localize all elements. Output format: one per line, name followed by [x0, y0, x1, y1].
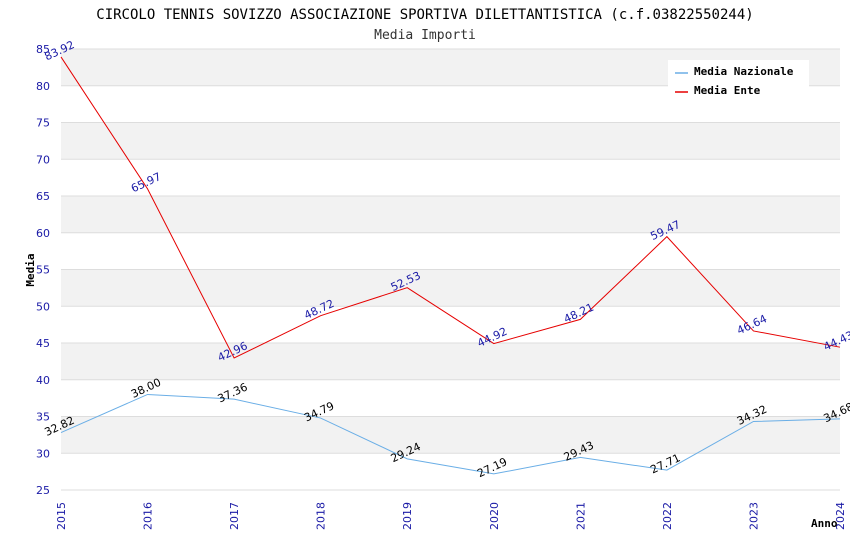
chart-subtitle: Media Importi	[374, 28, 476, 43]
x-tick-label: 2024	[834, 502, 847, 530]
x-tick-label: 2023	[747, 502, 760, 530]
y-tick-label: 50	[36, 300, 50, 313]
grid-band	[61, 306, 840, 343]
grid-lines	[61, 48, 840, 491]
y-tick-label: 70	[36, 153, 50, 166]
grid-band	[61, 159, 840, 196]
legend: Media Nazionale Media Ente	[668, 60, 809, 102]
x-tick-label: 2017	[228, 502, 241, 530]
y-tick-label: 30	[36, 447, 50, 460]
grid-band	[61, 379, 840, 417]
x-axis-ticks: 2015 2016 2017 2018 2019 2020 2021 2022 2023 2024	[55, 502, 847, 530]
y-axis-label: Media	[24, 253, 37, 286]
x-tick-label: 2015	[55, 502, 68, 530]
x-tick-label: 2022	[661, 502, 674, 530]
series-line-media-ente	[60, 56, 841, 359]
x-tick-label: 2019	[401, 502, 414, 530]
chart-title: CIRCOLO TENNIS SOVIZZO ASSOCIAZIONE SPOR…	[96, 7, 753, 23]
grid-bands	[61, 49, 840, 490]
legend-label-media-nazionale: Media Nazionale	[694, 65, 794, 78]
grid-band	[61, 196, 840, 233]
y-tick-label: 65	[36, 190, 50, 203]
x-tick-label: 2020	[488, 502, 501, 530]
y-tick-label: 55	[36, 264, 50, 277]
y-tick-label: 25	[36, 484, 50, 497]
grid-band	[61, 453, 840, 490]
grid-band	[61, 416, 840, 454]
legend-label-media-ente: Media Ente	[694, 84, 761, 97]
y-tick-label: 80	[36, 80, 50, 93]
x-tick-label: 2018	[315, 502, 328, 530]
grid-band	[61, 232, 840, 270]
y-tick-label: 75	[36, 117, 50, 130]
x-axis-label: Anno	[811, 517, 838, 530]
grid-band	[61, 343, 840, 380]
series-line-media-nazionale	[60, 393, 841, 475]
legend-box	[668, 60, 809, 102]
grid-band	[61, 122, 840, 160]
series-group	[60, 56, 841, 475]
y-tick-label: 45	[36, 337, 50, 350]
y-tick-label: 85	[36, 43, 50, 56]
y-axis-ticks: 25 30 35 40 45 50 55 60 65 70 75 80 85	[36, 43, 50, 497]
grid-band	[61, 269, 840, 307]
y-tick-label: 40	[36, 374, 50, 387]
y-tick-label: 35	[36, 411, 50, 424]
x-tick-label: 2021	[574, 502, 587, 530]
x-tick-label: 2016	[142, 502, 155, 530]
y-tick-label: 60	[36, 227, 50, 240]
